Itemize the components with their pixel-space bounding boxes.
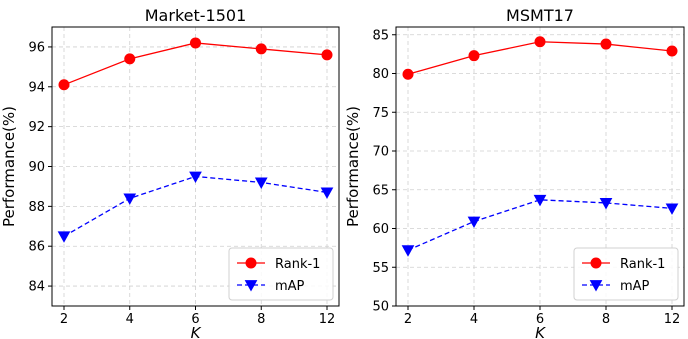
legend-marker (591, 258, 601, 268)
data-point (191, 38, 201, 48)
legend-label: Rank-1 (275, 257, 320, 272)
y-tick-label: 55 (372, 261, 389, 276)
data-point (256, 178, 267, 188)
data-point (469, 51, 479, 61)
legend: Rank-1 mAP (229, 248, 333, 300)
y-tick-label: 65 (372, 183, 389, 198)
x-axis-label: K (191, 324, 202, 339)
data-point (256, 44, 266, 54)
x-tick-label: 12 (664, 312, 681, 327)
x-tick-label: 8 (257, 312, 265, 327)
y-tick-label: 88 (28, 200, 45, 215)
y-tick-label: 86 (28, 240, 45, 255)
chart-panel-1: 2 4 6 8 1284868890929496Market-1501KPerforma… (0, 6, 339, 339)
x-tick-label: 8 (602, 312, 610, 327)
y-tick-label: 92 (28, 120, 45, 135)
y-tick-label: 75 (372, 106, 389, 121)
data-point (59, 80, 69, 90)
y-tick-label: 84 (28, 280, 45, 295)
data-point (124, 194, 135, 204)
data-point (667, 204, 678, 214)
y-tick-label: 94 (28, 80, 45, 95)
legend: Rank-1 mAP (574, 248, 678, 300)
legend-label: mAP (275, 279, 305, 294)
x-axis-label: K (535, 324, 546, 339)
x-tick-label: 2 (404, 312, 412, 327)
chart-panel-2: 2 4 6 8 125055606570758085MSMT17KPerformance… (344, 6, 684, 339)
legend-label: mAP (620, 279, 650, 294)
legend-marker (246, 258, 256, 268)
data-point (190, 172, 201, 182)
x-tick-label: 2 (60, 312, 68, 327)
chart-title: MSMT17 (506, 6, 574, 25)
y-tick-label: 90 (28, 160, 45, 175)
y-tick-label: 50 (372, 300, 389, 315)
data-point (469, 217, 480, 227)
y-axis-label: Performance(%) (344, 106, 362, 227)
chart-title: Market-1501 (145, 6, 247, 25)
y-tick-label: 60 (372, 222, 389, 237)
y-tick-label: 80 (372, 67, 389, 82)
y-tick-label: 85 (372, 28, 389, 43)
data-point (322, 50, 332, 60)
data-point (403, 69, 413, 79)
data-point (535, 37, 545, 47)
data-point (667, 46, 677, 56)
x-tick-label: 4 (470, 312, 478, 327)
data-point (322, 188, 333, 198)
y-tick-label: 70 (372, 145, 389, 160)
legend-label: Rank-1 (620, 257, 665, 272)
data-point (125, 54, 135, 64)
data-point (403, 246, 414, 256)
x-tick-label: 12 (319, 312, 336, 327)
x-tick-label: 4 (126, 312, 134, 327)
data-point (59, 232, 70, 242)
y-tick-label: 96 (28, 40, 45, 55)
y-axis-label: Performance(%) (0, 106, 18, 227)
data-point (601, 39, 611, 49)
